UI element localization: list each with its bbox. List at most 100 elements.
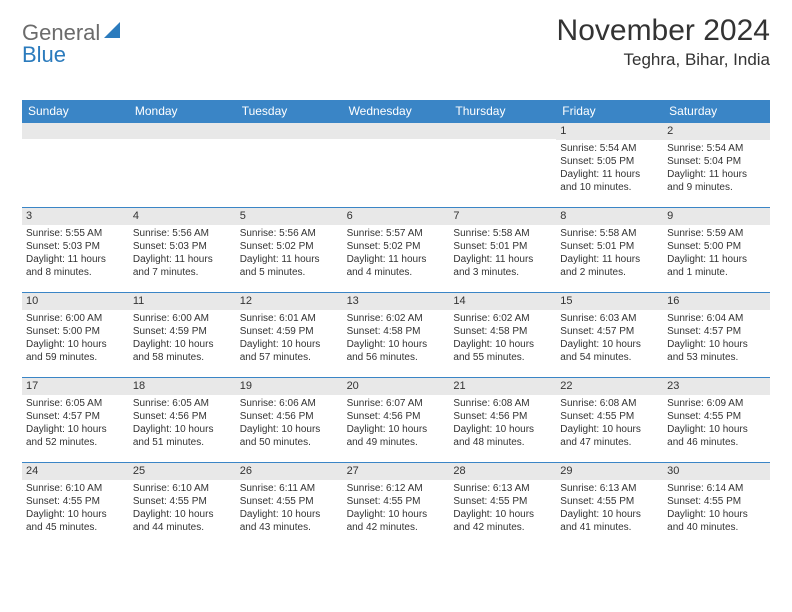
day-daylight: Daylight: 10 hours and 51 minutes. bbox=[133, 423, 232, 449]
day-sunset: Sunset: 5:01 PM bbox=[560, 240, 659, 253]
day-cell: 26Sunrise: 6:11 AMSunset: 4:55 PMDayligh… bbox=[236, 463, 343, 547]
day-sunset: Sunset: 4:56 PM bbox=[347, 410, 446, 423]
day-sunset: Sunset: 4:57 PM bbox=[667, 325, 766, 338]
day-daylight: Daylight: 10 hours and 44 minutes. bbox=[133, 508, 232, 534]
weekday-header-row: SundayMondayTuesdayWednesdayThursdayFrid… bbox=[22, 100, 770, 122]
day-number: 8 bbox=[556, 208, 663, 225]
weekday-wednesday: Wednesday bbox=[343, 100, 450, 122]
day-daylight: Daylight: 10 hours and 53 minutes. bbox=[667, 338, 766, 364]
day-body: Sunrise: 6:09 AMSunset: 4:55 PMDaylight:… bbox=[663, 395, 770, 453]
month-title: November 2024 bbox=[557, 14, 770, 48]
day-sunset: Sunset: 4:56 PM bbox=[240, 410, 339, 423]
day-sunrise: Sunrise: 6:14 AM bbox=[667, 482, 766, 495]
day-number bbox=[343, 123, 450, 139]
day-cell: 27Sunrise: 6:12 AMSunset: 4:55 PMDayligh… bbox=[343, 463, 450, 547]
day-number: 1 bbox=[556, 123, 663, 140]
day-daylight: Daylight: 11 hours and 5 minutes. bbox=[240, 253, 339, 279]
day-number: 28 bbox=[449, 463, 556, 480]
day-cell-empty bbox=[343, 123, 450, 207]
day-body: Sunrise: 6:12 AMSunset: 4:55 PMDaylight:… bbox=[343, 480, 450, 538]
day-sunset: Sunset: 4:55 PM bbox=[133, 495, 232, 508]
day-sunrise: Sunrise: 6:02 AM bbox=[453, 312, 552, 325]
day-number: 12 bbox=[236, 293, 343, 310]
day-sunset: Sunset: 4:55 PM bbox=[453, 495, 552, 508]
day-body bbox=[129, 139, 236, 145]
day-body: Sunrise: 5:54 AMSunset: 5:04 PMDaylight:… bbox=[663, 140, 770, 198]
day-number: 11 bbox=[129, 293, 236, 310]
day-body: Sunrise: 6:05 AMSunset: 4:56 PMDaylight:… bbox=[129, 395, 236, 453]
week-row: 10Sunrise: 6:00 AMSunset: 5:00 PMDayligh… bbox=[22, 292, 770, 377]
day-body: Sunrise: 6:06 AMSunset: 4:56 PMDaylight:… bbox=[236, 395, 343, 453]
day-number bbox=[22, 123, 129, 139]
day-number: 14 bbox=[449, 293, 556, 310]
day-daylight: Daylight: 10 hours and 47 minutes. bbox=[560, 423, 659, 449]
day-cell: 23Sunrise: 6:09 AMSunset: 4:55 PMDayligh… bbox=[663, 378, 770, 462]
day-body: Sunrise: 5:56 AMSunset: 5:02 PMDaylight:… bbox=[236, 225, 343, 283]
day-daylight: Daylight: 11 hours and 3 minutes. bbox=[453, 253, 552, 279]
day-number: 16 bbox=[663, 293, 770, 310]
day-daylight: Daylight: 11 hours and 9 minutes. bbox=[667, 168, 766, 194]
day-cell: 12Sunrise: 6:01 AMSunset: 4:59 PMDayligh… bbox=[236, 293, 343, 377]
day-body: Sunrise: 6:08 AMSunset: 4:55 PMDaylight:… bbox=[556, 395, 663, 453]
day-daylight: Daylight: 10 hours and 56 minutes. bbox=[347, 338, 446, 364]
day-daylight: Daylight: 10 hours and 54 minutes. bbox=[560, 338, 659, 364]
day-cell: 11Sunrise: 6:00 AMSunset: 4:59 PMDayligh… bbox=[129, 293, 236, 377]
weekday-thursday: Thursday bbox=[449, 100, 556, 122]
day-daylight: Daylight: 10 hours and 50 minutes. bbox=[240, 423, 339, 449]
day-sunrise: Sunrise: 6:08 AM bbox=[453, 397, 552, 410]
day-number: 30 bbox=[663, 463, 770, 480]
day-number: 13 bbox=[343, 293, 450, 310]
day-body: Sunrise: 6:13 AMSunset: 4:55 PMDaylight:… bbox=[449, 480, 556, 538]
day-body: Sunrise: 6:11 AMSunset: 4:55 PMDaylight:… bbox=[236, 480, 343, 538]
day-cell: 2Sunrise: 5:54 AMSunset: 5:04 PMDaylight… bbox=[663, 123, 770, 207]
calendar: SundayMondayTuesdayWednesdayThursdayFrid… bbox=[22, 100, 770, 547]
day-number: 29 bbox=[556, 463, 663, 480]
day-sunset: Sunset: 4:55 PM bbox=[26, 495, 125, 508]
day-cell: 5Sunrise: 5:56 AMSunset: 5:02 PMDaylight… bbox=[236, 208, 343, 292]
day-sunrise: Sunrise: 6:12 AM bbox=[347, 482, 446, 495]
day-body: Sunrise: 5:56 AMSunset: 5:03 PMDaylight:… bbox=[129, 225, 236, 283]
day-daylight: Daylight: 10 hours and 45 minutes. bbox=[26, 508, 125, 534]
day-cell: 25Sunrise: 6:10 AMSunset: 4:55 PMDayligh… bbox=[129, 463, 236, 547]
weekday-sunday: Sunday bbox=[22, 100, 129, 122]
weekday-monday: Monday bbox=[129, 100, 236, 122]
day-daylight: Daylight: 10 hours and 46 minutes. bbox=[667, 423, 766, 449]
day-daylight: Daylight: 10 hours and 49 minutes. bbox=[347, 423, 446, 449]
day-number: 7 bbox=[449, 208, 556, 225]
day-number: 4 bbox=[129, 208, 236, 225]
day-sunset: Sunset: 4:55 PM bbox=[560, 410, 659, 423]
day-number: 10 bbox=[22, 293, 129, 310]
day-daylight: Daylight: 11 hours and 2 minutes. bbox=[560, 253, 659, 279]
day-body: Sunrise: 5:58 AMSunset: 5:01 PMDaylight:… bbox=[449, 225, 556, 283]
day-cell: 13Sunrise: 6:02 AMSunset: 4:58 PMDayligh… bbox=[343, 293, 450, 377]
day-sunrise: Sunrise: 6:00 AM bbox=[133, 312, 232, 325]
day-sunrise: Sunrise: 5:58 AM bbox=[560, 227, 659, 240]
weekday-friday: Friday bbox=[556, 100, 663, 122]
day-sunset: Sunset: 4:59 PM bbox=[240, 325, 339, 338]
day-body: Sunrise: 6:05 AMSunset: 4:57 PMDaylight:… bbox=[22, 395, 129, 453]
day-cell-empty bbox=[22, 123, 129, 207]
day-cell: 28Sunrise: 6:13 AMSunset: 4:55 PMDayligh… bbox=[449, 463, 556, 547]
day-sunrise: Sunrise: 6:11 AM bbox=[240, 482, 339, 495]
day-sunset: Sunset: 4:57 PM bbox=[26, 410, 125, 423]
day-body: Sunrise: 6:14 AMSunset: 4:55 PMDaylight:… bbox=[663, 480, 770, 538]
day-sunset: Sunset: 5:05 PM bbox=[560, 155, 659, 168]
day-body: Sunrise: 5:59 AMSunset: 5:00 PMDaylight:… bbox=[663, 225, 770, 283]
day-body bbox=[236, 139, 343, 145]
day-cell: 19Sunrise: 6:06 AMSunset: 4:56 PMDayligh… bbox=[236, 378, 343, 462]
day-sunrise: Sunrise: 6:06 AM bbox=[240, 397, 339, 410]
logo-sail-icon bbox=[104, 22, 124, 45]
day-body: Sunrise: 6:02 AMSunset: 4:58 PMDaylight:… bbox=[449, 310, 556, 368]
day-daylight: Daylight: 11 hours and 10 minutes. bbox=[560, 168, 659, 194]
day-body: Sunrise: 6:10 AMSunset: 4:55 PMDaylight:… bbox=[129, 480, 236, 538]
day-number: 22 bbox=[556, 378, 663, 395]
day-sunrise: Sunrise: 6:02 AM bbox=[347, 312, 446, 325]
day-number: 5 bbox=[236, 208, 343, 225]
day-sunrise: Sunrise: 5:59 AM bbox=[667, 227, 766, 240]
day-daylight: Daylight: 10 hours and 42 minutes. bbox=[347, 508, 446, 534]
day-daylight: Daylight: 10 hours and 40 minutes. bbox=[667, 508, 766, 534]
day-body bbox=[22, 139, 129, 145]
day-body bbox=[343, 139, 450, 145]
day-number: 27 bbox=[343, 463, 450, 480]
day-sunrise: Sunrise: 6:00 AM bbox=[26, 312, 125, 325]
